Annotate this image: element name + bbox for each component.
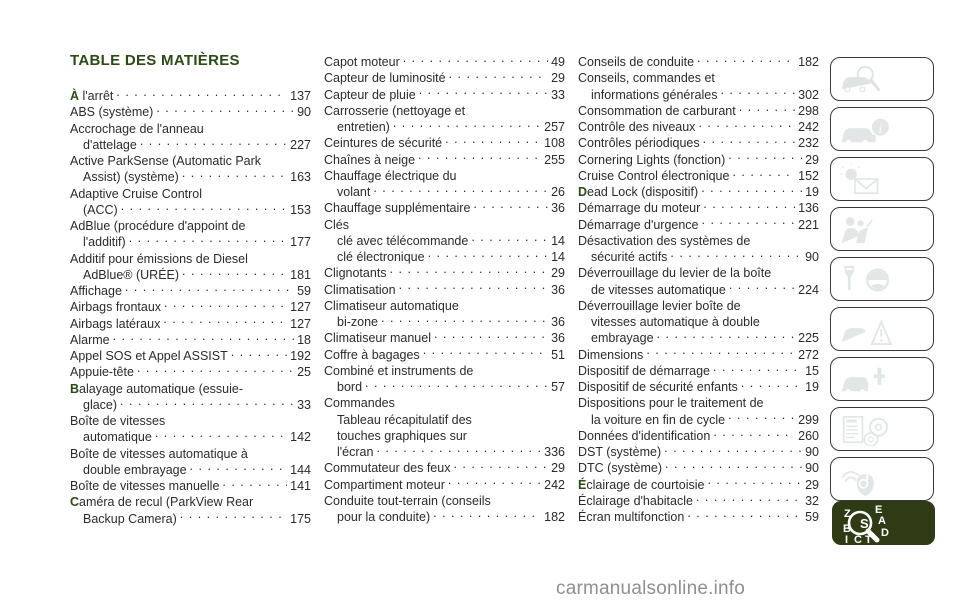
svg-text:C: C — [854, 534, 862, 545]
svg-text:I: I — [845, 534, 848, 545]
svg-text:D: D — [881, 527, 889, 539]
svg-text:i: i — [879, 122, 883, 136]
svg-text:A: A — [878, 515, 886, 527]
